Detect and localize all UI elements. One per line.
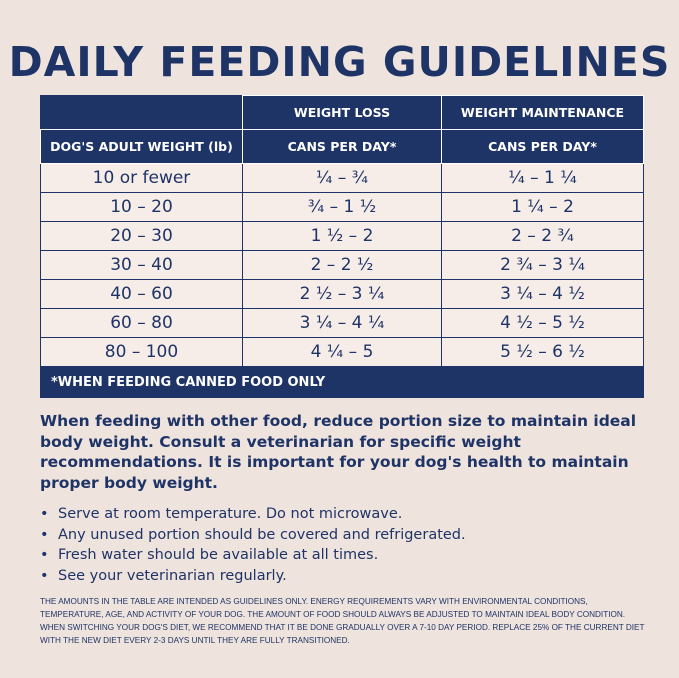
column-header: CANS PER DAY* (242, 129, 442, 164)
cell: ¼ – 1 ¼ (441, 163, 644, 193)
cell: 4 ½ – 5 ½ (441, 308, 644, 338)
fine-print: The amounts in the table are intended as… (40, 597, 645, 645)
cell: 10 or fewer (40, 163, 243, 193)
cell: 2 – 2 ½ (242, 250, 442, 280)
footnote-row: *WHEN FEEDING CANNED FOOD ONLY (40, 366, 644, 398)
cell: 3 ¼ – 4 ½ (441, 279, 644, 309)
cell: 10 – 20 (40, 192, 243, 222)
column-header: DOG'S ADULT WEIGHT (lb) (40, 129, 243, 164)
cell: 30 – 40 (40, 250, 243, 280)
bullet: Any unused portion should be covered and… (40, 525, 650, 546)
cell: 2 ½ – 3 ¼ (242, 279, 442, 309)
cell: 1 ½ – 2 (242, 221, 442, 251)
feeding-table: WEIGHT LOSS WEIGHT MAINTENANCE DOG'S ADULT… (40, 95, 644, 398)
cell: 1 ¼ – 2 (441, 192, 644, 222)
cell: 60 – 80 (40, 308, 243, 338)
bullet-list: Serve at room temperature. Do not microw… (40, 504, 650, 586)
group-header: WEIGHT MAINTENANCE (441, 95, 644, 130)
cell: 2 – 2 ¾ (441, 221, 644, 251)
cell: 5 ½ – 6 ½ (441, 337, 644, 367)
bullet: Serve at room temperature. Do not microw… (40, 504, 650, 525)
cell: ¼ – ¾ (242, 163, 442, 193)
title: DAILY FEEDING GUIDELINES (8, 38, 671, 86)
bullet: See your veterinarian regularly. (40, 566, 650, 587)
cell: 4 ¼ – 5 (242, 337, 442, 367)
cell: 20 – 30 (40, 221, 243, 251)
column-header-row: DOG'S ADULT WEIGHT (lb) CANS PER DAY* CANS… (40, 129, 644, 164)
cell: 40 – 60 (40, 279, 243, 309)
bullet: Fresh water should be available at all t… (40, 545, 650, 566)
column-header: CANS PER DAY* (441, 129, 644, 164)
cell: 3 ¼ – 4 ¼ (242, 308, 442, 338)
group-header: WEIGHT LOSS (242, 95, 442, 130)
cell: ¾ – 1 ½ (242, 192, 442, 222)
cell: 80 – 100 (40, 337, 243, 367)
cell: 2 ¾ – 3 ¼ (441, 250, 644, 280)
footnote: *WHEN FEEDING CANNED FOOD ONLY (40, 366, 644, 398)
group-header-row: WEIGHT LOSS WEIGHT MAINTENANCE (40, 95, 644, 130)
paragraph: When feeding with other food, reduce por… (40, 412, 637, 492)
blank-cell (40, 95, 243, 130)
